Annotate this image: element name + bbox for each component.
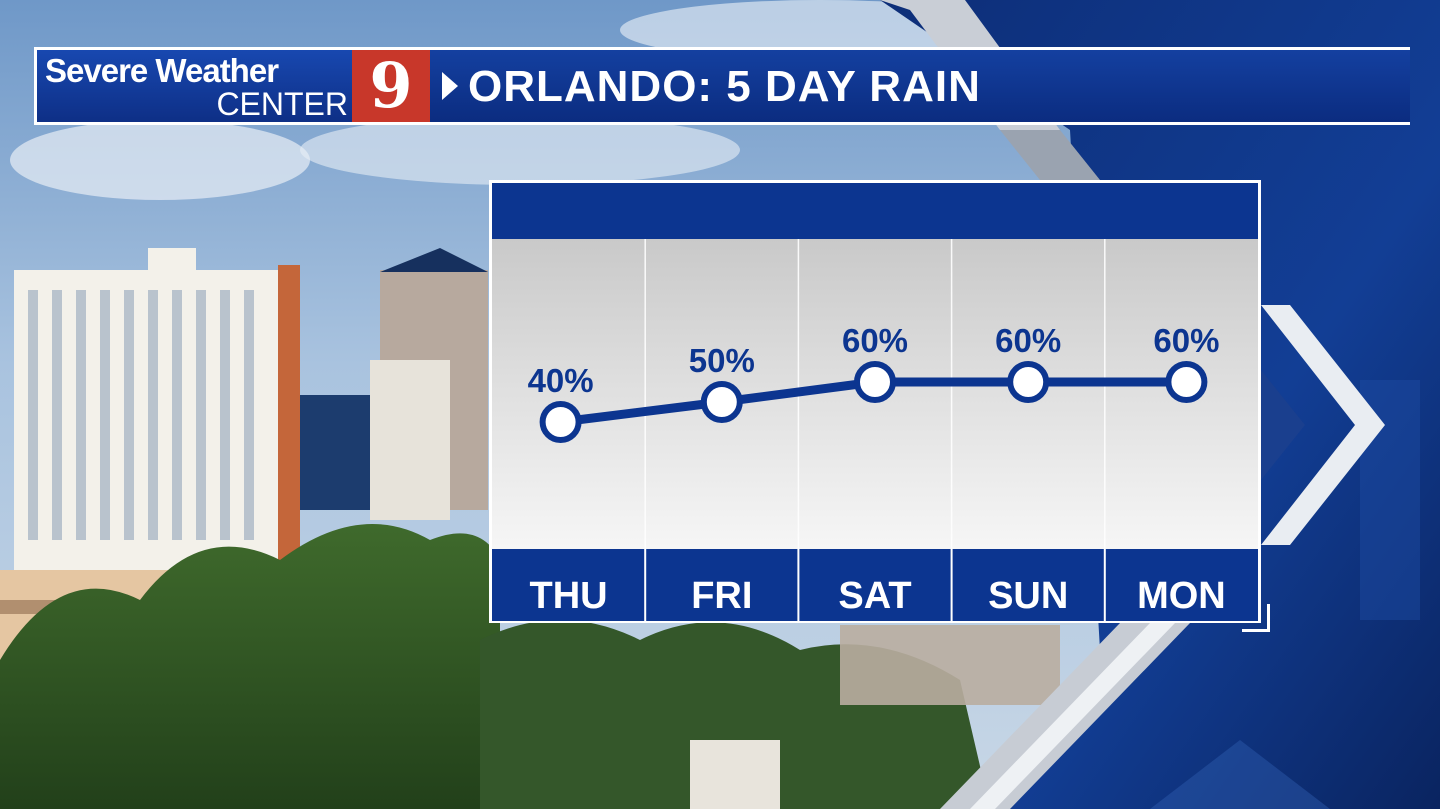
data-point [1007,361,1050,403]
header-banner: Severe Weather CENTER 9 ORLANDO: 5 DAY R… [34,47,1410,125]
data-point [1165,361,1208,403]
day-label: MON [1137,575,1226,617]
brand-name-line2: CENTER [216,86,348,122]
rain-chance-chart: 40% 50% 60% 60% 60% THU FRI SAT SUN MON [528,239,1226,621]
channel-logo-number: 9 [369,49,413,122]
panel-corner-bracket [1242,604,1270,632]
data-label: 60% [842,322,908,359]
data-label: 60% [1153,322,1219,359]
day-label: THU [530,575,608,617]
brand-block: Severe Weather CENTER [34,47,352,125]
day-label: SUN [988,575,1068,617]
brand-name-line1: Severe Weather [45,52,279,89]
day-labels-bar [492,549,1258,621]
page-title: ORLANDO: 5 DAY RAIN [468,62,981,111]
data-label: 40% [528,362,594,399]
day-label: FRI [691,575,752,617]
chart-panel-header [492,183,1258,239]
title-bar: ORLANDO: 5 DAY RAIN [430,47,1410,125]
day-label: SAT [838,575,911,617]
data-label: 60% [995,322,1061,359]
data-point [700,381,743,423]
data-point [854,361,896,403]
channel-logo: 9 [352,47,430,125]
data-label: 50% [689,342,755,379]
play-arrow-icon [442,72,458,100]
data-point [539,401,582,443]
